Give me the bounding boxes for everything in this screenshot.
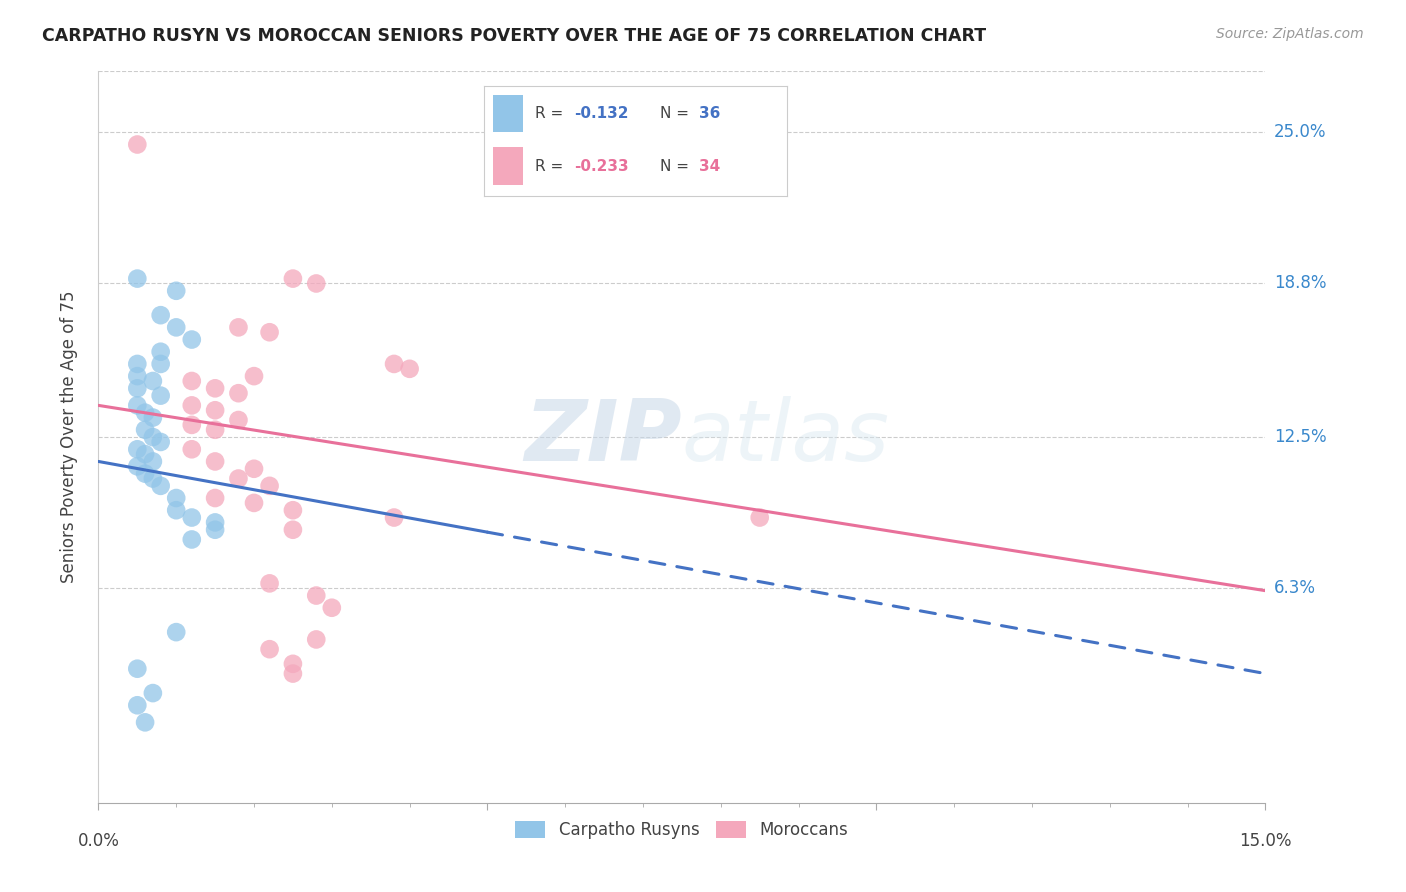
Point — [180, 333, 202, 347]
Point — [748, 510, 770, 524]
Point — [165, 503, 187, 517]
Point — [305, 632, 328, 647]
Point — [127, 137, 149, 152]
Point — [180, 510, 202, 524]
Point — [204, 403, 226, 417]
Point — [382, 510, 405, 524]
Point — [134, 715, 156, 730]
Text: 12.5%: 12.5% — [1274, 428, 1326, 446]
Point — [127, 271, 149, 285]
Point — [281, 271, 304, 285]
Point — [127, 698, 149, 713]
Point — [243, 369, 266, 384]
Point — [142, 430, 165, 444]
Point — [180, 442, 202, 457]
Point — [259, 576, 281, 591]
Text: atlas: atlas — [682, 395, 890, 479]
Point — [281, 503, 304, 517]
Point — [149, 479, 172, 493]
Point — [142, 471, 165, 485]
Point — [259, 479, 281, 493]
Point — [259, 325, 281, 339]
Point — [243, 496, 266, 510]
Point — [180, 533, 202, 547]
Point — [127, 459, 149, 474]
Text: CARPATHO RUSYN VS MOROCCAN SENIORS POVERTY OVER THE AGE OF 75 CORRELATION CHART: CARPATHO RUSYN VS MOROCCAN SENIORS POVER… — [42, 27, 986, 45]
Point — [142, 410, 165, 425]
Point — [305, 589, 328, 603]
Point — [228, 413, 250, 427]
Point — [165, 625, 187, 640]
Point — [281, 657, 304, 671]
Point — [243, 462, 266, 476]
Point — [127, 357, 149, 371]
Point — [127, 662, 149, 676]
Text: 25.0%: 25.0% — [1274, 123, 1326, 141]
Point — [204, 491, 226, 505]
Point — [228, 386, 250, 401]
Point — [281, 523, 304, 537]
Point — [149, 344, 172, 359]
Point — [149, 434, 172, 449]
Text: 15.0%: 15.0% — [1239, 832, 1292, 850]
Point — [228, 320, 250, 334]
Point — [149, 308, 172, 322]
Point — [281, 666, 304, 681]
Point — [134, 447, 156, 461]
Point — [204, 523, 226, 537]
Point — [305, 277, 328, 291]
Point — [149, 357, 172, 371]
Point — [127, 381, 149, 395]
Text: 18.8%: 18.8% — [1274, 275, 1326, 293]
Point — [134, 406, 156, 420]
Point — [134, 467, 156, 481]
Text: 0.0%: 0.0% — [77, 832, 120, 850]
Point — [398, 361, 420, 376]
Legend: Carpatho Rusyns, Moroccans: Carpatho Rusyns, Moroccans — [509, 814, 855, 846]
Point — [165, 491, 187, 505]
Point — [259, 642, 281, 657]
Point — [204, 423, 226, 437]
Y-axis label: Seniors Poverty Over the Age of 75: Seniors Poverty Over the Age of 75 — [59, 291, 77, 583]
Point — [382, 357, 405, 371]
Point — [180, 374, 202, 388]
Point — [321, 600, 343, 615]
Point — [204, 381, 226, 395]
Point — [180, 398, 202, 412]
Point — [149, 389, 172, 403]
Point — [228, 471, 250, 485]
Text: ZIP: ZIP — [524, 395, 682, 479]
Point — [142, 686, 165, 700]
Point — [134, 423, 156, 437]
Point — [127, 442, 149, 457]
Point — [127, 369, 149, 384]
Point — [165, 320, 187, 334]
Point — [204, 454, 226, 468]
Text: 6.3%: 6.3% — [1274, 579, 1316, 598]
Point — [142, 374, 165, 388]
Point — [180, 417, 202, 432]
Point — [127, 398, 149, 412]
Point — [204, 516, 226, 530]
Point — [142, 454, 165, 468]
Text: Source: ZipAtlas.com: Source: ZipAtlas.com — [1216, 27, 1364, 41]
Point — [165, 284, 187, 298]
